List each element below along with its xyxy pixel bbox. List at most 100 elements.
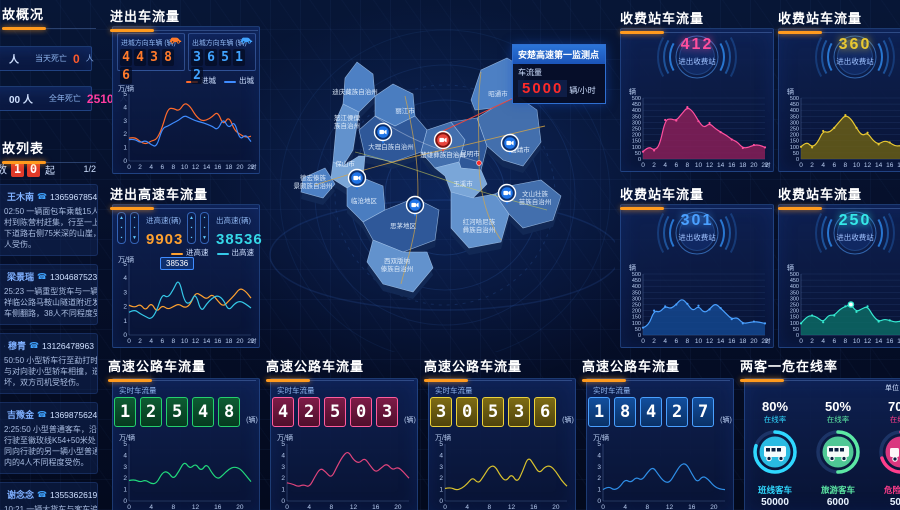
map-tooltip: 安楚高速第一监测点 车流量 5000 辆/小时 xyxy=(512,44,606,104)
online-gauge-旅游客车[interactable]: 50% 在线率 旅游客车 6000 xyxy=(810,399,866,508)
toll-chart-4[interactable]: 0 50 100 150 200 250 300 350 400 450 500 0 2 4 6 8 10 12 1… xyxy=(781,271,900,345)
toll-chart-3[interactable]: 0 50 100 150 200 250 300 350 400 450 500 0 2 4 6 8 10 12 1… xyxy=(623,271,771,345)
svg-text:20: 20 xyxy=(236,338,244,345)
svg-text:400: 400 xyxy=(790,284,799,290)
in-highway-stat: ▲ ▪ ▪ ▪ ▪ ▼ 进高速(辆) 9903 xyxy=(117,210,183,248)
hw-chart-2[interactable]: 0 1 2 3 4 5 0 4 8 12 16 20 xyxy=(273,441,415,510)
svg-text:4: 4 xyxy=(821,338,825,345)
online-gauge-班线客车[interactable]: 80% 在线率 班线客车 50000 xyxy=(747,399,803,508)
digit-cell: 5 xyxy=(324,397,347,427)
phone-icon: ☎ xyxy=(37,192,47,201)
accident-text-line: 坏，双方司机受轻伤。 xyxy=(4,378,84,387)
inout-city-chart[interactable]: 0 1 2 3 4 5 0 2 4 6 8 10 12 14 16 18 20 22 时 xyxy=(115,91,257,171)
yunnan-map[interactable]: 迪庆藏族自治州 怒江傈僳 族自治州 丽江市 大理白族自治州 保山市 德宏傣族 景颇族自治州 临沧… xyxy=(255,0,621,361)
map-region-label: 昭通市 xyxy=(488,89,508,98)
legend-item[interactable]: 出高速 xyxy=(216,247,254,258)
svg-text:50: 50 xyxy=(793,151,799,157)
svg-text:0: 0 xyxy=(638,157,641,163)
hw-panel-title-2: 高速公路车流量 xyxy=(266,356,415,382)
svg-text:14: 14 xyxy=(203,164,211,171)
svg-text:18: 18 xyxy=(739,162,747,169)
gauge-vehicle-name: 危险品车 xyxy=(883,485,900,495)
svg-text:12: 12 xyxy=(666,504,674,510)
svg-text:250: 250 xyxy=(790,303,799,309)
online-gauge-危险品车[interactable]: 70%在线率危险品车 5000 xyxy=(873,399,900,508)
hw-panel-title-3: 高速公路车流量 xyxy=(424,356,573,382)
gauge-rate-label: 在线率 xyxy=(826,415,850,424)
svg-text:300: 300 xyxy=(790,296,799,302)
legend-item[interactable]: 进高速 xyxy=(171,247,209,258)
svg-text:5: 5 xyxy=(123,261,127,268)
svg-text:0: 0 xyxy=(796,333,799,339)
gauge-percent: 80% xyxy=(761,399,789,414)
map-region-label: 苗族自治州 xyxy=(519,197,552,206)
accident-item[interactable]: 王木南☎13659678542 02:50 一辆面包车乘载15人(核村到陈营村赶集… xyxy=(0,184,98,256)
hw-chart-3[interactable]: 0 1 2 3 4 5 0 4 8 12 16 20 xyxy=(431,441,573,510)
map-region-label: 怒江傈僳 xyxy=(334,113,361,122)
svg-text:50: 50 xyxy=(635,151,641,157)
accident-item[interactable]: 穆青 ☎ 13126478963 50:50 小型轿车行至勐打时， 与对向驶小型轿车相撞… xyxy=(0,333,98,394)
svg-text:时: 时 xyxy=(765,337,771,345)
svg-text:10: 10 xyxy=(181,164,189,171)
svg-text:时: 时 xyxy=(251,163,257,171)
camera-marker-icon[interactable] xyxy=(405,195,425,218)
legend-item[interactable]: 出城 xyxy=(224,75,254,86)
toll-chart-1[interactable]: 0 50 100 150 200 250 300 350 400 450 500 0 2 4 6 8 10 12 1… xyxy=(623,95,771,169)
toll-chart-2[interactable]: 0 50 100 150 200 250 300 350 400 450 500 0 2 4 6 8 10 12 1… xyxy=(781,95,900,169)
gauge-count: 6000 xyxy=(826,497,850,508)
map-region-label: 丽江市 xyxy=(395,106,415,115)
bus-icon xyxy=(753,430,797,474)
svg-text:16: 16 xyxy=(728,338,736,345)
svg-text:3: 3 xyxy=(123,289,127,296)
svg-text:0: 0 xyxy=(597,498,601,505)
hw-chart-4[interactable]: 0 1 2 3 4 5 0 4 8 12 16 20 xyxy=(589,441,731,510)
digit-cell: 3 xyxy=(508,397,531,427)
inout-highway-chart[interactable]: 0 1 2 3 4 5 0 2 4 6 8 10 12 14 16 18 20 22 时 xyxy=(115,261,257,345)
camera-marker-icon[interactable] xyxy=(347,168,367,191)
accident-item[interactable]: 吉豫金☎13698756245 2:25:50 小型普通客车，沿徽玫行驶至徽玫线K… xyxy=(0,402,98,474)
svg-text:200: 200 xyxy=(790,309,799,315)
accident-text-line: 25:23 一辆重型货车与一辆客 xyxy=(4,287,98,296)
lane-indicator-icon: ▲ ▪ ▪ xyxy=(187,210,196,244)
list-pagination[interactable]: 1/2 xyxy=(83,164,96,174)
map-region-label: 彝族自治州 xyxy=(463,225,496,234)
gauge-vehicle-name: 班线客车 xyxy=(757,485,792,495)
svg-text:8: 8 xyxy=(172,164,176,171)
digit-cell: 0 xyxy=(27,161,40,177)
digit-cell: 2 xyxy=(191,67,203,84)
toll-label: 进出收费站 xyxy=(836,57,874,66)
svg-text:2: 2 xyxy=(138,164,142,171)
svg-text:200: 200 xyxy=(632,133,641,139)
digit-cell: 2 xyxy=(298,397,321,427)
map-tooltip-value: 5000 xyxy=(518,80,568,97)
svg-text:18: 18 xyxy=(897,338,900,345)
camera-marker-icon[interactable] xyxy=(497,183,517,206)
svg-text:4: 4 xyxy=(149,338,153,345)
camera-marker-icon[interactable] xyxy=(500,133,520,156)
digit-cell: 5 xyxy=(166,397,189,427)
svg-text:0: 0 xyxy=(796,157,799,163)
digit-cell: 3 xyxy=(430,397,453,427)
svg-text:300: 300 xyxy=(790,120,799,126)
svg-text:400: 400 xyxy=(632,108,641,114)
phone-icon: ☎ xyxy=(29,341,39,350)
map-tooltip-label: 车流量 xyxy=(518,68,542,77)
map-region-label: 德宏傣族 xyxy=(300,173,327,182)
svg-text:2: 2 xyxy=(597,475,601,482)
accident-item[interactable]: 梁景瑞 ☎ 13046875236 25:23 一辆重型货车与一辆客 祥临公路马鞍山隧道… xyxy=(0,264,98,325)
svg-text:16: 16 xyxy=(214,338,222,345)
hw-chart-1[interactable]: 0 1 2 3 4 5 0 4 8 12 16 20 xyxy=(115,441,257,510)
svg-text:2: 2 xyxy=(810,162,814,169)
accident-person-name: 吉豫金 xyxy=(7,410,35,420)
badge-arcs-icon xyxy=(657,193,737,273)
digit-cell: 1 xyxy=(588,397,611,427)
svg-text:200: 200 xyxy=(632,309,641,315)
svg-text:6: 6 xyxy=(160,338,164,345)
camera-marker-icon[interactable] xyxy=(373,122,393,145)
alert-camera-marker-icon[interactable] xyxy=(433,130,453,153)
accident-phone: 13553626193 xyxy=(49,489,98,500)
svg-text:12: 12 xyxy=(192,504,200,510)
